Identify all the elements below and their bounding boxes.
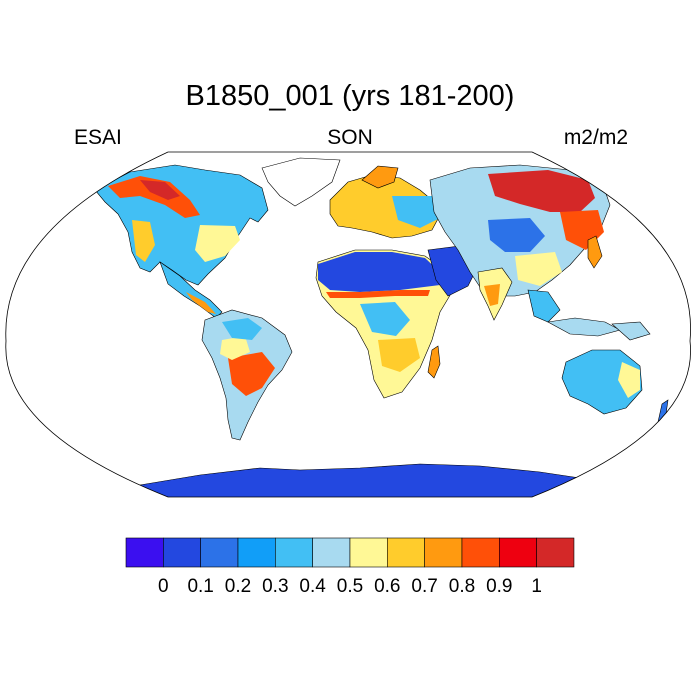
south-america-south-red <box>228 352 275 396</box>
colorbar-tick-label: 0.4 <box>299 576 326 597</box>
amazon-blue <box>222 318 262 340</box>
colorbar-tick-label: 0.9 <box>486 576 513 597</box>
siberia-red <box>488 170 595 212</box>
colorbar-swatch <box>387 537 425 568</box>
colorbar-tick-label: 0.2 <box>224 576 252 597</box>
south-america-south-yellow <box>220 336 250 360</box>
colorbar-swatch <box>349 537 388 568</box>
colorbar-swatch <box>461 537 500 568</box>
japan <box>587 235 603 269</box>
colorbar <box>125 537 575 568</box>
colorbar-tick-label: 1 <box>531 576 542 597</box>
colorbar-swatch <box>424 537 463 568</box>
central-america-warm <box>186 292 216 314</box>
australia-east-yellow <box>618 362 640 398</box>
colorbar-tick-label: 0.8 <box>448 576 476 597</box>
madagascar <box>427 345 441 379</box>
colorbar-tick-label: 0.3 <box>262 576 289 597</box>
colorbar-swatch <box>498 537 537 568</box>
colorbar-swatch <box>237 537 276 568</box>
colorbar-swatch <box>275 537 313 568</box>
china-yellow <box>515 252 562 286</box>
land-layer <box>94 157 669 497</box>
india-warm <box>484 284 500 306</box>
colorbar-tick-label: 0 <box>158 576 169 597</box>
north-america-west-orange <box>132 220 155 262</box>
colorbar-tick-label: 0.5 <box>336 576 364 597</box>
north-america-boreal-red <box>140 180 180 200</box>
new-guinea <box>611 321 651 341</box>
central-asia-blue <box>488 218 545 252</box>
colorbar-tick-label: 0.6 <box>374 576 401 597</box>
greenland <box>261 157 341 207</box>
new-zealand <box>657 399 669 423</box>
antarctica <box>139 463 601 497</box>
map-title: B1850_001 (yrs 181-200) <box>185 80 515 112</box>
africa-south-warm <box>378 338 420 372</box>
globe-outline <box>5 151 691 498</box>
colorbar-swatch <box>312 537 351 568</box>
colorbar-tick-label: 0.1 <box>187 576 214 597</box>
colorbar-swatch <box>125 537 164 568</box>
indonesia <box>547 317 621 337</box>
colorbar-tick-label: 0.7 <box>411 576 438 597</box>
sahara-desert <box>318 252 440 292</box>
congo-blue <box>360 302 410 336</box>
units-label: m2/m2 <box>563 126 628 149</box>
colorbar-swatch <box>200 537 239 568</box>
scandinavia <box>361 165 399 189</box>
north-america-boreal-hot <box>108 176 200 218</box>
season-label: SON <box>327 126 373 149</box>
variable-label: ESAI <box>74 126 122 149</box>
southeast-asia <box>527 289 561 323</box>
colorbar-swatch <box>163 537 201 568</box>
colorbar-swatch <box>536 537 575 568</box>
europe-east-blue <box>392 196 440 228</box>
north-america-east-yellow <box>195 225 240 262</box>
sahel-red-strip <box>326 290 430 298</box>
